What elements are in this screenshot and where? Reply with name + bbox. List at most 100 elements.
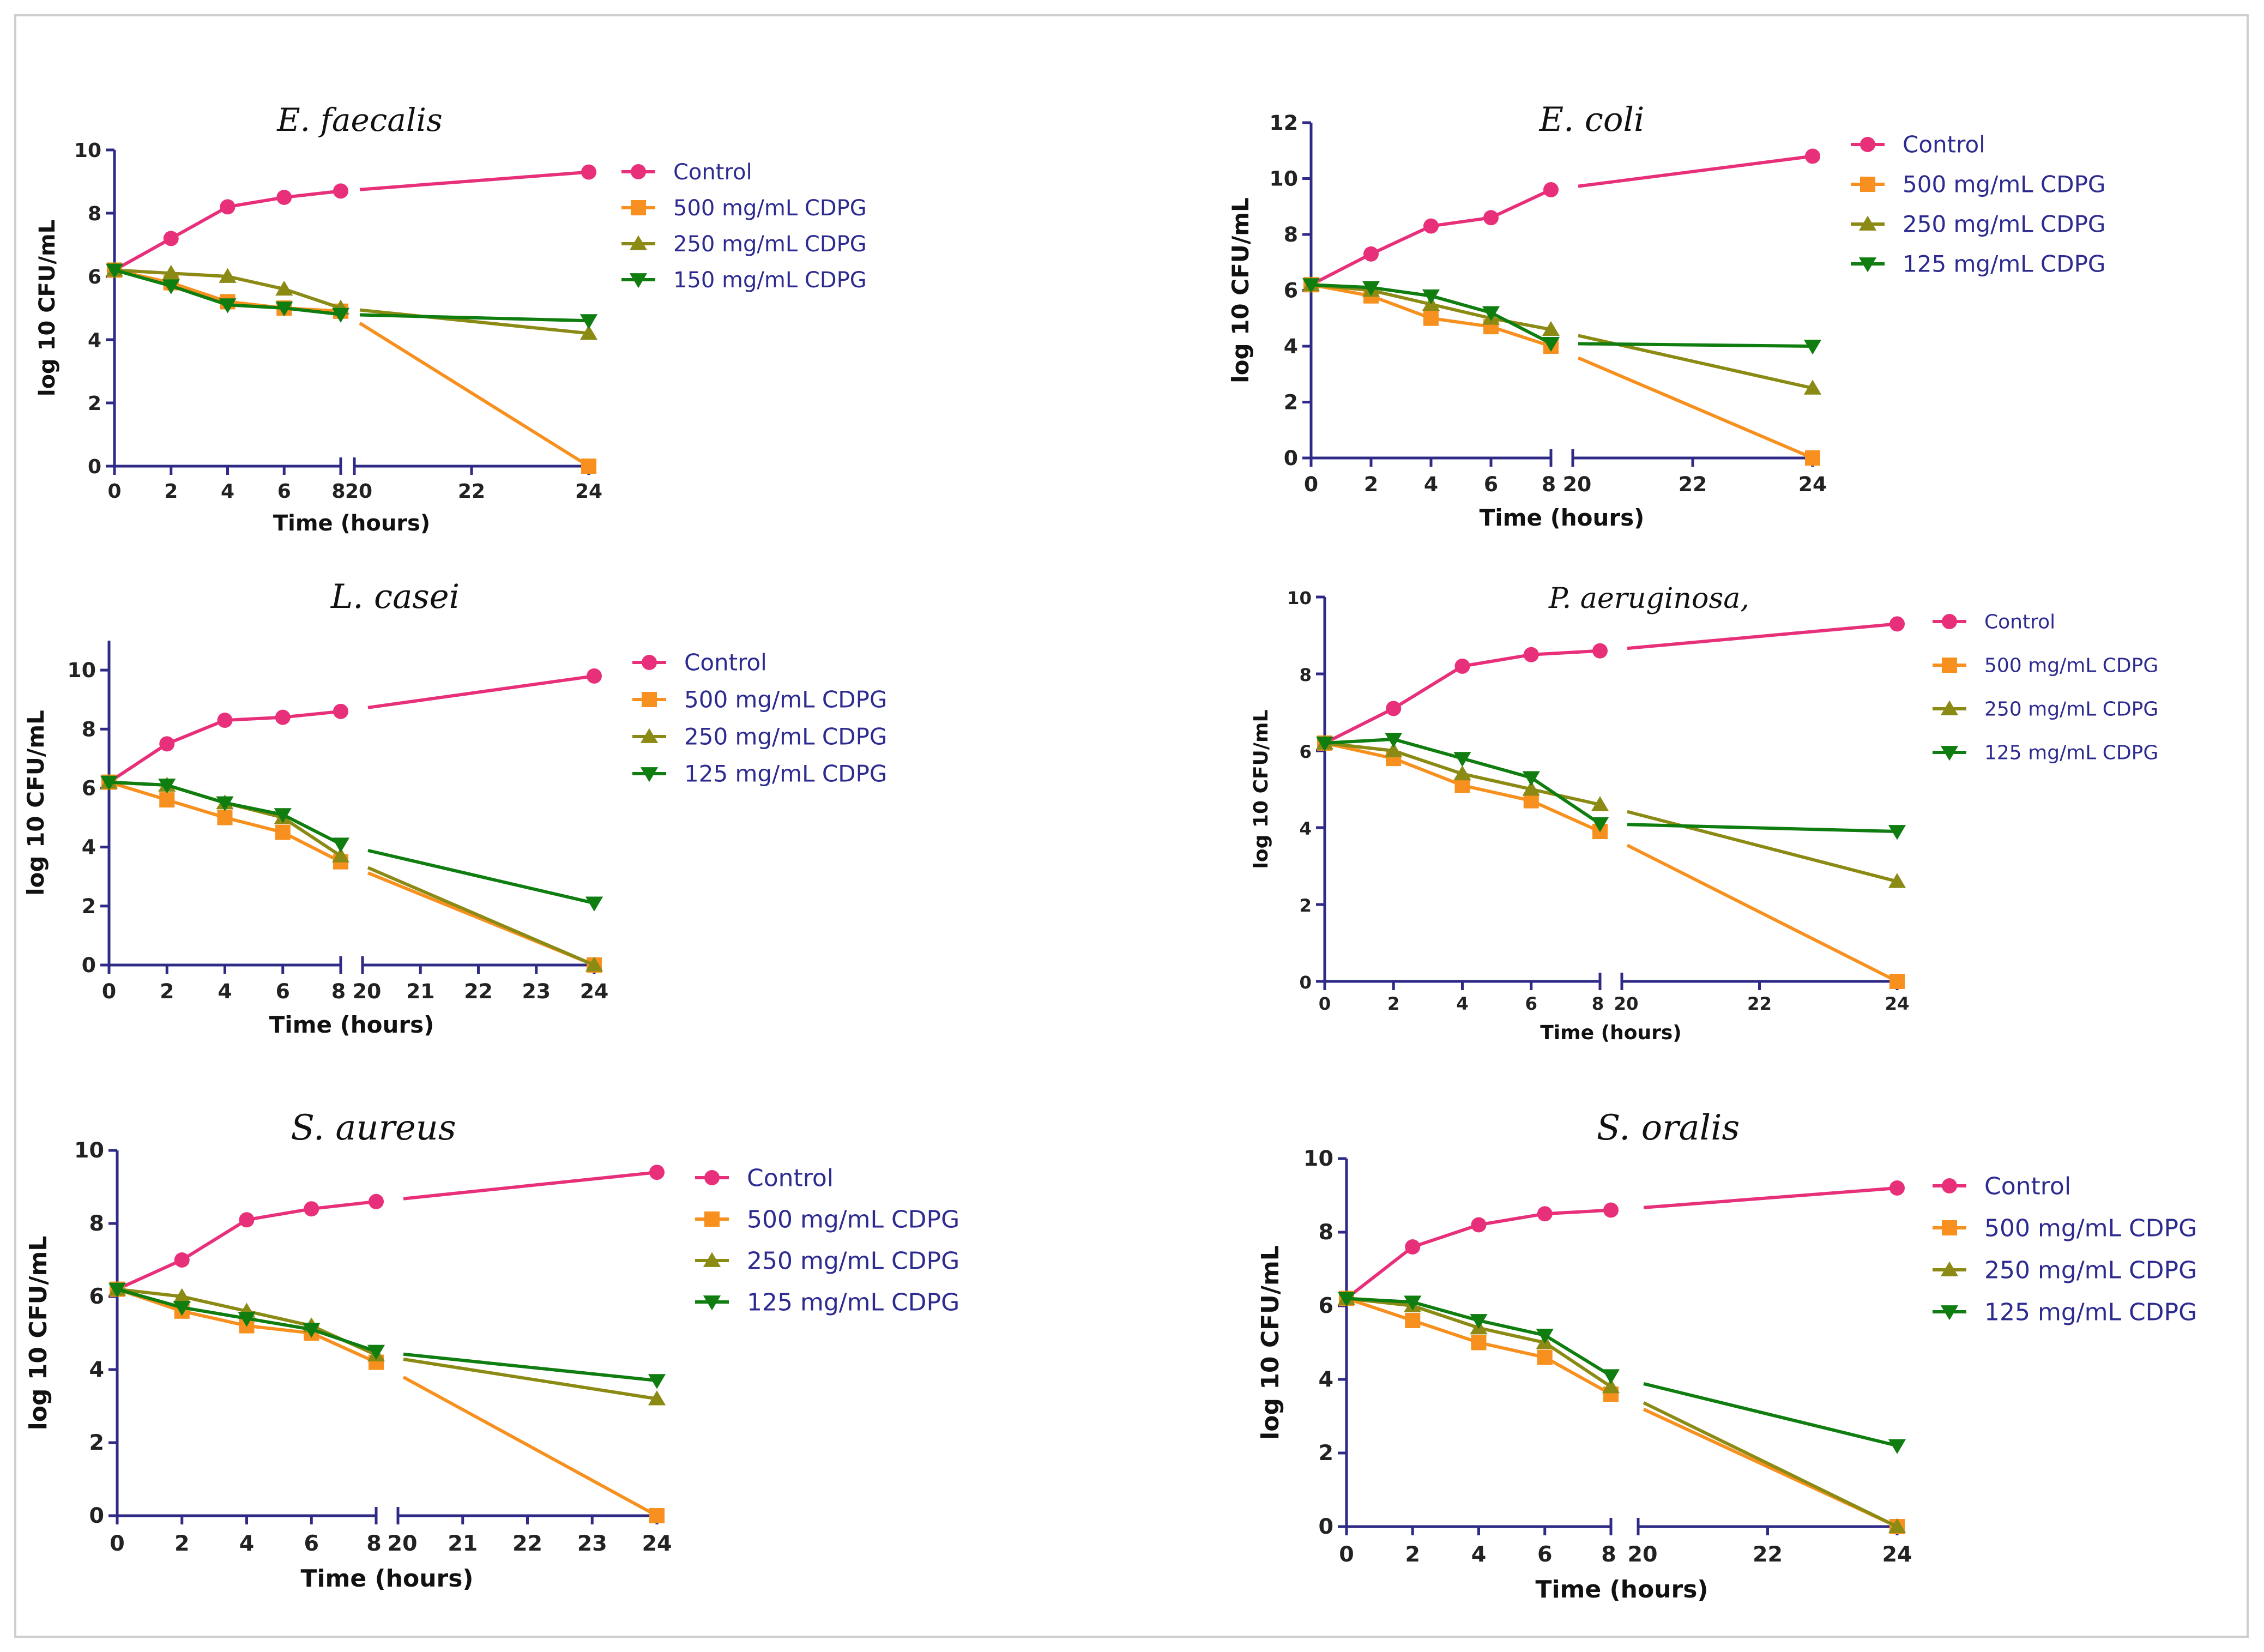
x-tick-label: 4	[221, 480, 234, 503]
data-point	[174, 1252, 190, 1268]
data-point	[275, 302, 293, 317]
y-tick-label: 8	[1299, 665, 1312, 685]
legend-item: 150 mg/mL CDPG	[621, 268, 867, 293]
x-tick-label: 2	[1387, 993, 1400, 1014]
y-tick-label: 2	[88, 393, 101, 415]
x-tick-label: 8	[1601, 1542, 1616, 1567]
data-point	[1405, 1313, 1421, 1328]
legend-marker	[703, 1295, 721, 1311]
data-point	[1805, 148, 1820, 164]
y-tick-label: 6	[1284, 279, 1298, 303]
data-point	[105, 263, 124, 279]
legend-marker	[631, 164, 646, 179]
data-point	[1422, 289, 1440, 305]
y-tick-label: 6	[1299, 741, 1312, 762]
series-line-right	[403, 1171, 657, 1201]
data-point	[331, 847, 350, 863]
y-tick-label: 4	[88, 329, 101, 352]
x-tick-label: 20	[353, 979, 382, 1003]
x-tick-label: 6	[1525, 993, 1537, 1014]
x-axis-label: Time (hours)	[300, 1565, 473, 1593]
data-point	[162, 264, 180, 280]
data-point	[239, 1212, 255, 1228]
y-tick-label: 2	[89, 1430, 104, 1455]
legend-label: 250 mg/mL CDPG	[1903, 211, 2105, 238]
data-point	[1453, 752, 1471, 767]
x-tick-label: 22	[512, 1531, 542, 1556]
data-point	[1482, 306, 1500, 321]
legend-marker	[642, 655, 657, 670]
x-tick-label: 6	[304, 1531, 319, 1556]
data-point	[275, 824, 291, 840]
x-tick-label: 4	[1424, 472, 1438, 496]
y-tick-label: 0	[1318, 1514, 1333, 1539]
data-point	[331, 308, 350, 323]
data-point	[1889, 1180, 1905, 1196]
data-point	[581, 164, 596, 180]
chart-title: S. oralis	[1597, 1108, 1740, 1148]
series-line-right	[359, 170, 589, 191]
data-point	[1888, 1439, 1906, 1454]
legend-marker	[629, 235, 648, 250]
legend-label: 125 mg/mL CDPG	[1903, 251, 2105, 278]
legend-label: Control	[684, 649, 767, 676]
legend-marker	[629, 273, 648, 288]
data-point	[1602, 1378, 1620, 1394]
data-point	[585, 896, 603, 912]
y-tick-label: 0	[82, 953, 96, 977]
series-Control	[107, 164, 596, 278]
legend-marker	[1942, 1178, 1957, 1193]
legend-label: Control	[1984, 1172, 2071, 1200]
data-point	[1542, 336, 1560, 352]
legend-item: 125 mg/mL CDPG	[1933, 1298, 2197, 1326]
x-tick-label: 24	[1798, 472, 1827, 496]
series-Control	[1303, 148, 1820, 293]
series-line-right	[403, 1352, 657, 1383]
data-point	[1362, 281, 1380, 296]
y-axis-label: log 10 CFU/mL	[25, 1236, 52, 1431]
x-tick-label: 0	[1304, 472, 1318, 496]
legend-label: Control	[747, 1164, 834, 1192]
legend-label: 125 mg/mL CDPG	[747, 1288, 959, 1316]
x-tick-label: 6	[1484, 472, 1498, 496]
y-tick-label: 0	[1284, 446, 1298, 470]
data-point	[1404, 1295, 1422, 1311]
data-point	[579, 325, 598, 340]
data-point	[304, 1201, 319, 1217]
y-tick-label: 10	[74, 1138, 104, 1163]
y-tick-label: 6	[82, 776, 96, 800]
data-point	[217, 713, 233, 728]
legend-item: 500 mg/mL CDPG	[1933, 1214, 2197, 1242]
chart-title: E. faecalis	[276, 101, 443, 138]
x-tick-label: 20	[1614, 993, 1638, 1014]
series-Control	[101, 668, 602, 790]
series-line-right	[1643, 1401, 1898, 1528]
data-point	[648, 1374, 666, 1389]
legend-marker	[1940, 700, 1959, 715]
x-tick-label: 2	[174, 1531, 190, 1556]
x-tick-label: 22	[1747, 993, 1772, 1014]
y-tick-label: 0	[88, 456, 101, 478]
chart-title: L. casei	[330, 577, 460, 616]
legend-item: 500 mg/mL CDPG	[632, 686, 887, 713]
x-tick-label: 20	[345, 480, 372, 503]
data-point	[219, 298, 237, 313]
legend-item: 250 mg/mL CDPG	[632, 723, 887, 750]
x-tick-label: 21	[448, 1531, 478, 1556]
data-point	[579, 314, 598, 329]
legend-marker	[704, 1170, 720, 1185]
data-point	[173, 1288, 191, 1303]
data-point	[1889, 974, 1905, 989]
legend-item: 250 mg/mL CDPG	[621, 232, 867, 257]
x-tick-label: 2	[160, 979, 174, 1003]
y-tick-label: 4	[1318, 1367, 1333, 1392]
data-point	[1471, 1217, 1487, 1233]
data-point	[1385, 732, 1403, 748]
y-tick-label: 10	[1303, 1146, 1333, 1171]
legend-marker	[1858, 215, 1877, 231]
data-point	[649, 1508, 665, 1523]
x-tick-label: 0	[110, 1531, 125, 1556]
legend-item: 250 mg/mL CDPG	[1851, 211, 2105, 238]
x-tick-label: 22	[1753, 1542, 1783, 1567]
x-tick-label: 2	[1364, 472, 1378, 496]
